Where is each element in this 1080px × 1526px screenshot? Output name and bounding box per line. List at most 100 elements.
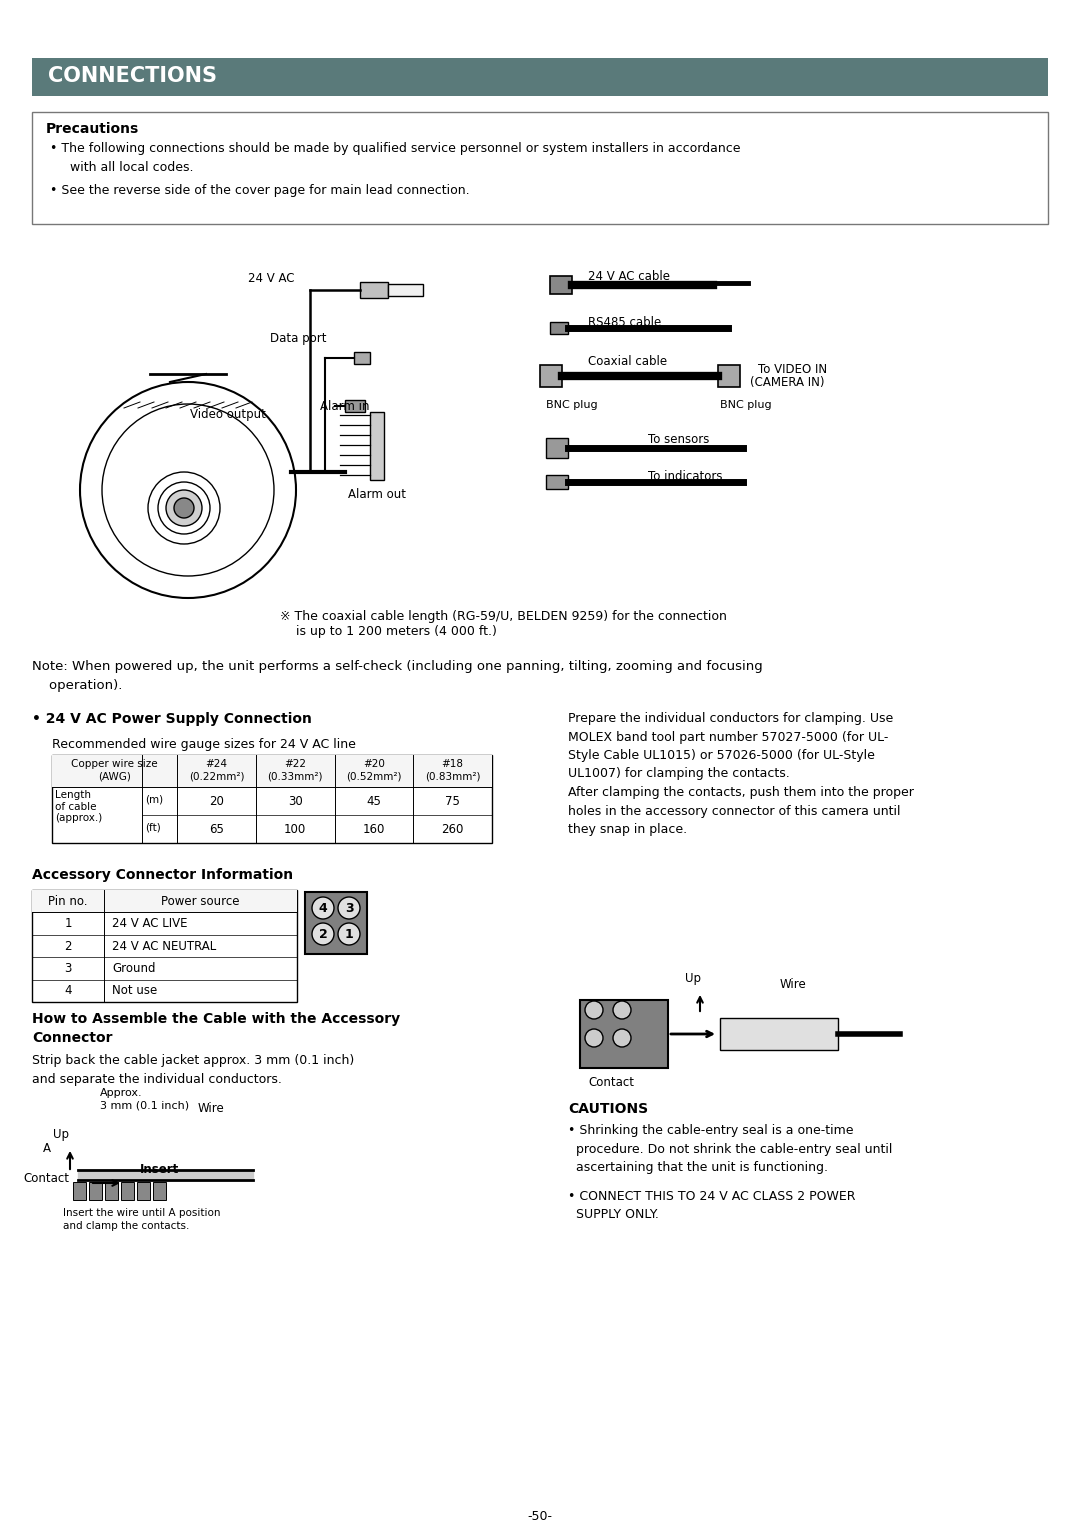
Text: • See the reverse side of the cover page for main lead connection.: • See the reverse side of the cover page… <box>50 185 470 197</box>
Text: RS485 cable: RS485 cable <box>588 316 661 330</box>
Text: 2: 2 <box>64 940 71 952</box>
Text: How to Assemble the Cable with the Accessory
Connector: How to Assemble the Cable with the Acces… <box>32 1012 400 1045</box>
Text: Alarm out: Alarm out <box>348 488 406 501</box>
Text: #24
(0.22mm²): #24 (0.22mm²) <box>189 758 244 781</box>
Text: 24 V AC LIVE: 24 V AC LIVE <box>112 917 188 929</box>
Text: Copper wire size
(AWG): Copper wire size (AWG) <box>71 758 158 781</box>
Text: Accessory Connector Information: Accessory Connector Information <box>32 868 293 882</box>
Text: Contact: Contact <box>23 1172 69 1186</box>
Circle shape <box>312 923 334 945</box>
Text: Alarm in: Alarm in <box>320 400 369 414</box>
Bar <box>105 1183 118 1199</box>
Text: • The following connections should be made by qualified service personnel or sys: • The following connections should be ma… <box>50 142 741 174</box>
Text: Length
of cable
(approx.): Length of cable (approx.) <box>55 790 103 823</box>
Text: (m): (m) <box>145 795 163 806</box>
Text: Data port: Data port <box>270 333 326 345</box>
Text: Coaxial cable: Coaxial cable <box>588 356 667 368</box>
Bar <box>370 412 384 481</box>
Circle shape <box>585 1029 603 1047</box>
Text: Power source: Power source <box>161 896 240 908</box>
Text: 260: 260 <box>442 823 463 836</box>
Text: #18
(0.83mm²): #18 (0.83mm²) <box>424 758 481 781</box>
Text: 65: 65 <box>208 823 224 836</box>
Bar <box>32 890 297 913</box>
Text: Precautions: Precautions <box>46 122 139 136</box>
Text: CAUTIONS: CAUTIONS <box>568 1102 648 1116</box>
Text: BNC plug: BNC plug <box>720 400 771 410</box>
Text: 1: 1 <box>345 928 353 942</box>
Text: ※ The coaxial cable length (RG-59/U, BELDEN 9259) for the connection
    is up t: ※ The coaxial cable length (RG-59/U, BEL… <box>280 610 727 638</box>
Text: (ft): (ft) <box>145 823 161 833</box>
Circle shape <box>338 897 360 919</box>
Text: Approx.
3 mm (0.1 inch): Approx. 3 mm (0.1 inch) <box>100 1088 189 1111</box>
Text: 30: 30 <box>287 795 302 807</box>
Bar <box>32 58 1048 96</box>
Text: 100: 100 <box>284 823 307 836</box>
Text: Prepare the individual conductors for clamping. Use
MOLEX band tool part number : Prepare the individual conductors for cl… <box>568 713 914 836</box>
Text: BNC plug: BNC plug <box>546 400 597 410</box>
Text: To sensors: To sensors <box>648 433 710 446</box>
Text: Video output: Video output <box>190 407 266 421</box>
Text: To indicators: To indicators <box>648 470 723 484</box>
Bar <box>345 400 365 412</box>
Text: #22
(0.33mm²): #22 (0.33mm²) <box>268 758 323 781</box>
Bar <box>550 276 572 295</box>
Text: 24 V AC NEUTRAL: 24 V AC NEUTRAL <box>112 940 216 952</box>
Text: 24 V AC cable: 24 V AC cable <box>588 270 670 282</box>
Text: Insert: Insert <box>140 1163 179 1177</box>
Circle shape <box>613 1001 631 1019</box>
Text: A: A <box>43 1141 51 1155</box>
Text: Note: When powered up, the unit performs a self-check (including one panning, ti: Note: When powered up, the unit performs… <box>32 661 762 691</box>
Text: 75: 75 <box>445 795 460 807</box>
Text: Up: Up <box>685 972 701 984</box>
Text: -50-: -50- <box>527 1511 553 1523</box>
Text: 3: 3 <box>65 961 71 975</box>
Bar <box>720 1018 838 1050</box>
Text: 45: 45 <box>366 795 381 807</box>
Text: Ground: Ground <box>112 961 156 975</box>
Text: 20: 20 <box>208 795 224 807</box>
Bar <box>32 111 1048 224</box>
Circle shape <box>174 497 194 517</box>
Bar <box>360 282 388 298</box>
Text: 3: 3 <box>345 902 353 916</box>
Circle shape <box>312 897 334 919</box>
Bar <box>580 1000 669 1068</box>
Text: • 24 V AC Power Supply Connection: • 24 V AC Power Supply Connection <box>32 713 312 726</box>
Text: • Shrinking the cable-entry seal is a one-time
  procedure. Do not shrink the ca: • Shrinking the cable-entry seal is a on… <box>568 1125 892 1173</box>
Text: Strip back the cable jacket approx. 3 mm (0.1 inch)
and separate the individual : Strip back the cable jacket approx. 3 mm… <box>32 1054 354 1085</box>
Bar <box>89 1183 102 1199</box>
Circle shape <box>166 490 202 526</box>
Bar <box>354 353 370 365</box>
Text: CONNECTIONS: CONNECTIONS <box>48 66 217 85</box>
Text: #20
(0.52mm²): #20 (0.52mm²) <box>346 758 402 781</box>
Bar <box>550 322 568 334</box>
Circle shape <box>338 923 360 945</box>
Bar <box>32 890 297 1003</box>
Bar <box>540 365 562 388</box>
Text: Not use: Not use <box>112 984 158 998</box>
Text: Up: Up <box>53 1128 69 1141</box>
Text: 1: 1 <box>64 917 71 929</box>
Text: To VIDEO IN: To VIDEO IN <box>758 363 827 375</box>
Bar <box>546 475 568 488</box>
Text: Insert the wire until A position
and clamp the contacts.: Insert the wire until A position and cla… <box>63 1209 220 1231</box>
Bar <box>388 284 423 296</box>
Text: Wire: Wire <box>198 1102 225 1116</box>
Text: 160: 160 <box>363 823 386 836</box>
Bar <box>52 755 492 787</box>
Bar <box>153 1183 166 1199</box>
Circle shape <box>613 1029 631 1047</box>
Text: Contact: Contact <box>588 1076 634 1090</box>
Bar <box>546 438 568 458</box>
Text: 24 V AC: 24 V AC <box>248 272 295 285</box>
Text: Recommended wire gauge sizes for 24 V AC line: Recommended wire gauge sizes for 24 V AC… <box>52 739 356 751</box>
Bar <box>305 893 367 954</box>
Bar <box>137 1183 150 1199</box>
Text: Wire: Wire <box>780 978 807 990</box>
Text: 4: 4 <box>319 902 327 916</box>
Bar <box>73 1183 86 1199</box>
Circle shape <box>585 1001 603 1019</box>
Text: • CONNECT THIS TO 24 V AC CLASS 2 POWER
  SUPPLY ONLY.: • CONNECT THIS TO 24 V AC CLASS 2 POWER … <box>568 1190 855 1221</box>
Text: 4: 4 <box>64 984 71 998</box>
